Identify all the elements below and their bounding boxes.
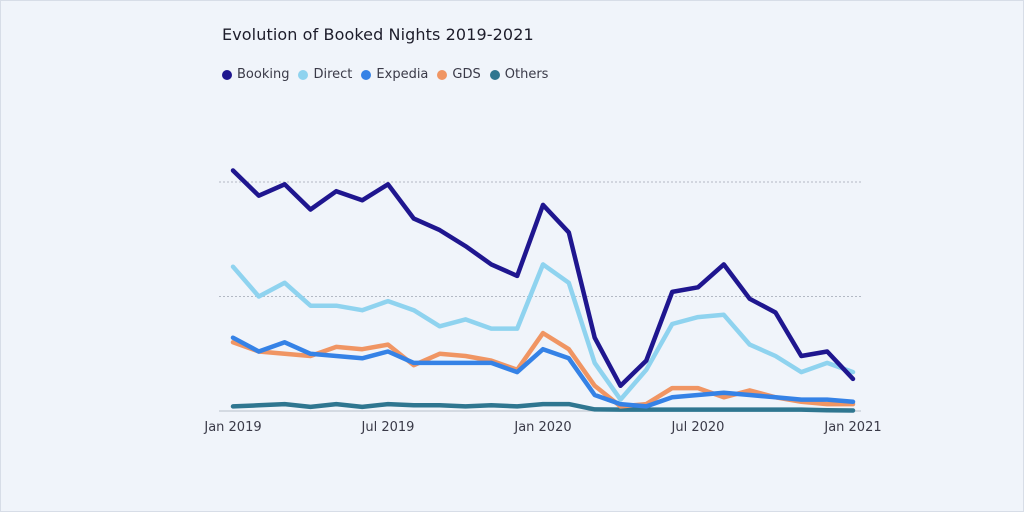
legend-item-others: Others <box>489 67 549 82</box>
legend-item-expedia: Expedia <box>361 67 428 82</box>
legend-swatch-booking <box>222 69 232 80</box>
x-tick-label: Jan 2021 <box>823 420 881 435</box>
legend-label-gds: GDS <box>452 67 481 82</box>
legend-swatch-others <box>489 69 500 80</box>
legend-swatch-direct <box>298 69 309 80</box>
chart-legend: Booking Direct Expedia GDS Others <box>222 67 557 82</box>
x-tick-label: Jan 2020 <box>513 420 571 435</box>
legend-item-booking: Booking <box>222 67 289 82</box>
legend-item-gds: GDS <box>437 67 481 82</box>
x-tick-label: Jul 2020 <box>671 420 725 435</box>
legend-label-others: Others <box>504 67 549 82</box>
legend-label-expedia: Expedia <box>376 67 429 82</box>
series-line-expedia <box>230 335 856 409</box>
x-tick-label: Jan 2019 <box>203 420 261 435</box>
legend-swatch-gds <box>437 69 448 80</box>
legend-label-direct: Direct <box>313 67 353 82</box>
series-line-booking <box>230 168 856 389</box>
series-line-gds <box>230 330 856 409</box>
x-tick-label: Jul 2019 <box>361 420 415 435</box>
legend-swatch-expedia <box>361 69 372 80</box>
legend-label-booking: Booking <box>237 67 290 82</box>
series-line-others <box>230 401 856 413</box>
series-line-direct <box>230 262 856 402</box>
chart-title: Evolution of Booked Nights 2019-2021 <box>222 25 534 44</box>
x-axis-ticks: Jan 2019 Jul 2019 Jan 2020 Jul 2020 Jan 2021 <box>203 420 881 435</box>
legend-item-direct: Direct <box>298 67 352 82</box>
series-layer <box>230 168 856 413</box>
